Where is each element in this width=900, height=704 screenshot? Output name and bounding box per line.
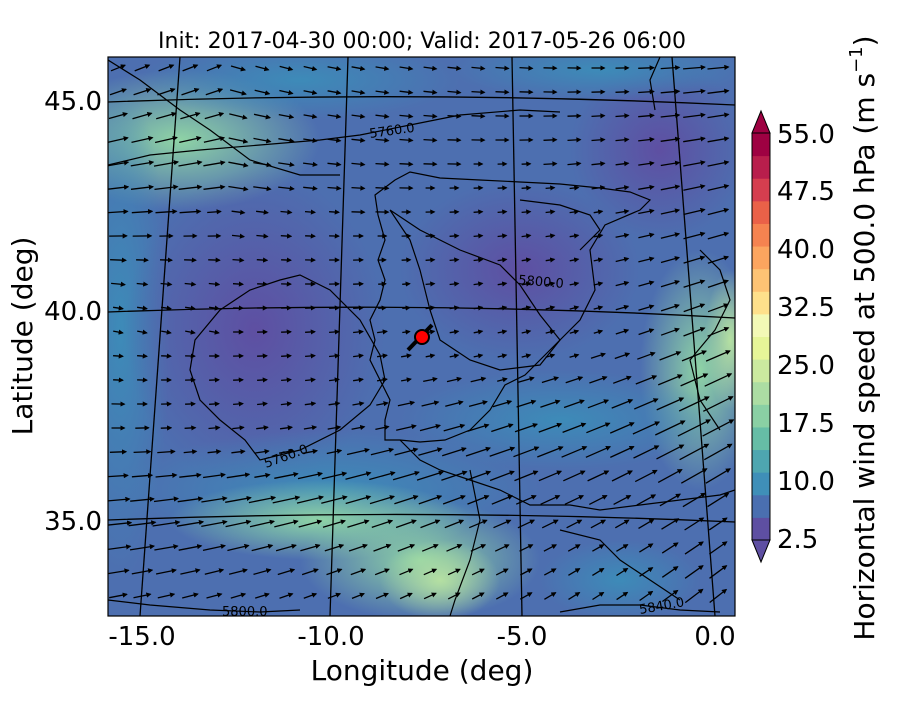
wind-arrow bbox=[233, 284, 243, 285]
wind-arrow bbox=[110, 452, 126, 453]
colorbar-bin bbox=[752, 495, 770, 518]
wind-arrow bbox=[378, 308, 386, 309]
wind-arrow bbox=[305, 212, 315, 213]
wind-arrow bbox=[474, 212, 483, 213]
colorbar-bin bbox=[752, 178, 770, 201]
wind-arrow bbox=[400, 164, 413, 165]
x-ticks: -15.0 -10.0 -5.0 0.0 bbox=[108, 622, 735, 652]
x-tick-label: -15.0 bbox=[108, 622, 175, 652]
colorbar-bin bbox=[752, 450, 770, 473]
x-tick-label: -5.0 bbox=[497, 622, 548, 652]
y-tick-label: 40.0 bbox=[44, 297, 102, 327]
colorbar-bin bbox=[752, 472, 770, 495]
wind-arrow bbox=[520, 68, 533, 69]
colorbar-bin bbox=[752, 404, 770, 427]
colorbar-tick-label: 17.5 bbox=[777, 409, 835, 439]
colorbar-bin bbox=[752, 359, 770, 382]
wind-arrow bbox=[592, 116, 605, 117]
wind-arrow bbox=[352, 188, 365, 189]
wind-arrow bbox=[305, 356, 315, 357]
colorbar-tick-label: 32.5 bbox=[777, 293, 835, 323]
wind-arrow bbox=[474, 236, 483, 237]
colorbar-bin bbox=[752, 291, 770, 314]
colorbar-bin bbox=[752, 382, 770, 405]
colorbar-bin bbox=[752, 427, 770, 450]
colorbar-bin bbox=[752, 133, 770, 156]
wind-arrow bbox=[568, 140, 581, 141]
colorbar-label: Horizontal wind speed at 500.0 hPa (m s−… bbox=[846, 35, 881, 640]
x-tick-label: 0.0 bbox=[694, 622, 735, 652]
wind-arrow bbox=[426, 284, 435, 285]
colorbar-extend-max bbox=[752, 111, 770, 133]
y-tick-label: 45.0 bbox=[44, 87, 102, 117]
colorbar-tick-label: 40.0 bbox=[777, 235, 835, 265]
wind-arrow bbox=[209, 404, 219, 405]
wind-arrow bbox=[426, 260, 435, 261]
colorbar bbox=[752, 111, 770, 562]
wind-arrow bbox=[110, 260, 126, 261]
colorbar-bin bbox=[752, 337, 770, 360]
colorbar-tick-label: 55.0 bbox=[777, 120, 835, 150]
colorbar-bin bbox=[752, 223, 770, 246]
colorbar-bin bbox=[752, 517, 770, 540]
x-tick-label: -10.0 bbox=[297, 622, 364, 652]
wind-arrow bbox=[281, 380, 291, 381]
wind-arrow bbox=[402, 308, 409, 309]
wind-arrow bbox=[257, 380, 267, 381]
wind-arrow bbox=[522, 212, 531, 213]
x-axis-label: Longitude (deg) bbox=[311, 654, 534, 687]
colorbar-bin bbox=[752, 201, 770, 224]
wind-arrow bbox=[522, 188, 531, 189]
wind-arrow bbox=[376, 188, 389, 189]
colorbar-tick-label: 10.0 bbox=[777, 467, 835, 497]
wind-arrow bbox=[185, 428, 196, 429]
wind-arrow bbox=[376, 164, 389, 165]
wind-speed-field: 5760.0 5800.0 5760.0 5800.0 5840.0 bbox=[40, 40, 760, 620]
colorbar-bin bbox=[752, 156, 770, 179]
colorbar-tick-label: 47.5 bbox=[777, 177, 835, 207]
y-tick-label: 35.0 bbox=[44, 507, 102, 537]
wind-arrow bbox=[353, 308, 363, 309]
colorbar-tick-label: 2.5 bbox=[777, 525, 818, 555]
wind-arrow bbox=[544, 140, 557, 141]
wind-arrow bbox=[496, 92, 509, 93]
wind-arrow bbox=[257, 260, 267, 261]
wind-arrow bbox=[233, 260, 244, 261]
wind-arrow bbox=[137, 356, 147, 357]
wind-arrow bbox=[498, 212, 507, 213]
wind-arrow bbox=[281, 356, 291, 357]
y-ticks: 45.0 40.0 35.0 bbox=[44, 87, 102, 537]
colorbar-bin bbox=[752, 246, 770, 269]
contour-label: 5800.0 bbox=[222, 605, 268, 620]
wind-arrow bbox=[546, 188, 555, 189]
colorbar-extend-min bbox=[752, 540, 770, 562]
wind-arrow bbox=[281, 236, 291, 237]
wind-arrow bbox=[424, 140, 437, 141]
wind-arrow bbox=[233, 404, 243, 405]
wind-arrow bbox=[544, 164, 557, 165]
y-axis-label: Latitude (deg) bbox=[6, 237, 39, 436]
wind-arrow bbox=[329, 332, 339, 333]
chart-title: Init: 2017-04-30 00:00; Valid: 2017-05-2… bbox=[158, 29, 686, 54]
colorbar-bin bbox=[752, 269, 770, 292]
wind-arrow bbox=[402, 284, 410, 285]
wind-arrow bbox=[329, 212, 339, 213]
colorbar-ticks: 55.0 47.5 40.0 32.5 25.0 17.5 10.0 2.5 bbox=[777, 120, 835, 555]
wind-arrow bbox=[616, 92, 629, 93]
wind-arrow bbox=[113, 356, 123, 357]
wind-arrow bbox=[448, 116, 461, 117]
wind-arrow bbox=[450, 236, 459, 237]
wind-arrow bbox=[472, 116, 485, 117]
wind-arrow bbox=[638, 68, 654, 69]
wind-arrow bbox=[450, 260, 459, 261]
wind-arrow bbox=[472, 92, 485, 93]
colorbar-bin bbox=[752, 314, 770, 337]
colorbar-tick-label: 25.0 bbox=[777, 351, 835, 381]
wind-arrow bbox=[305, 332, 315, 333]
wind-arrow bbox=[134, 452, 151, 453]
